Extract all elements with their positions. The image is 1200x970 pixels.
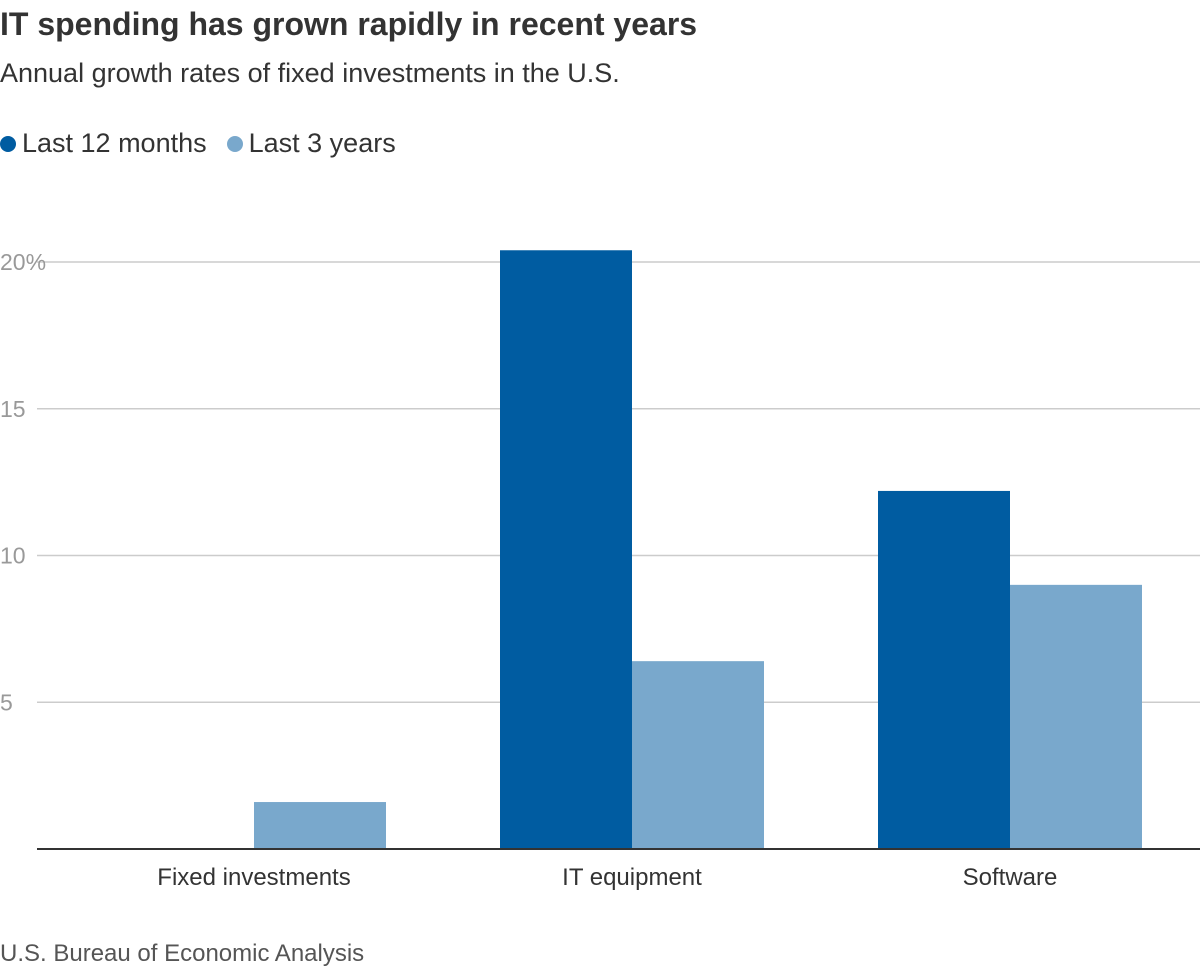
bar (632, 661, 764, 849)
legend: Last 12 months Last 3 years (0, 128, 416, 159)
legend-label-last-3-years: Last 3 years (248, 128, 396, 158)
y-tick-label: 5 (0, 689, 13, 715)
x-category-label: IT equipment (562, 864, 702, 891)
x-category-label: Software (963, 864, 1058, 891)
legend-item-last-12-months: Last 12 months (0, 128, 207, 159)
chart-subtitle: Annual growth rates of fixed investments… (0, 58, 620, 88)
bar (878, 490, 1010, 849)
bar (500, 250, 632, 849)
y-tick-label: 15 (0, 396, 26, 422)
legend-label-last-12-months: Last 12 months (22, 128, 207, 158)
legend-swatch-last-12-months (0, 135, 16, 152)
y-tick-label: 20% (0, 249, 46, 275)
bar-chart: 5 10 15 20% Fixed investments IT equipment Sof… (0, 249, 1200, 891)
bar (1010, 584, 1142, 849)
chart-title: IT spending has grown rapidly in recent … (0, 6, 698, 42)
legend-item-last-3-years: Last 3 years (226, 128, 396, 159)
y-tick-label: 10 (0, 543, 26, 569)
x-category-label: Fixed investments (157, 864, 350, 891)
legend-swatch-last-3-years (226, 135, 243, 152)
source-note: U.S. Bureau of Economic Analysis (0, 940, 365, 967)
bar (254, 802, 386, 849)
